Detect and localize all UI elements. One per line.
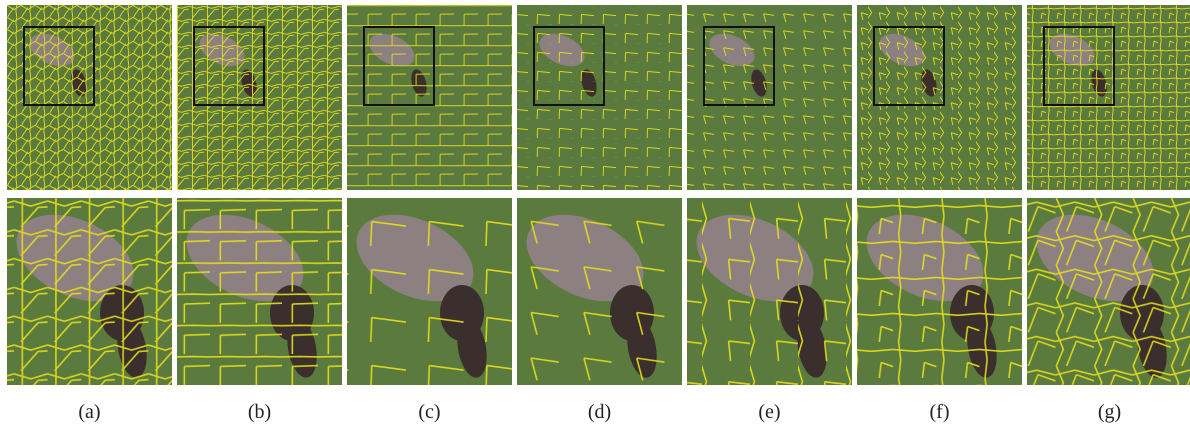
zoom-panel bbox=[173, 197, 342, 385]
subfigure-label: (g) bbox=[1098, 401, 1121, 423]
overview-panel bbox=[7, 5, 172, 190]
superpixel-grid bbox=[687, 5, 852, 190]
overview-panel bbox=[687, 5, 852, 190]
subfigure-label: (d) bbox=[588, 401, 611, 423]
superpixel-grid bbox=[1027, 5, 1190, 190]
superpixel-grid bbox=[177, 5, 342, 190]
subfigure-label: (b) bbox=[248, 401, 271, 423]
zoom-panel bbox=[853, 197, 1022, 385]
superpixel-grid bbox=[177, 198, 342, 385]
subfigure-label: (f) bbox=[930, 401, 950, 423]
superpixel-grid bbox=[517, 198, 682, 385]
superpixel-grid bbox=[857, 5, 1022, 190]
superpixel-grid bbox=[857, 198, 1022, 385]
overview-panel bbox=[857, 5, 1022, 190]
superpixel-grid bbox=[687, 198, 852, 385]
figure: (a) (b) (c) (d) (e) (f) (g) bbox=[0, 0, 1190, 430]
zoom-panel bbox=[1023, 197, 1190, 385]
zoom-panel bbox=[513, 197, 682, 385]
subfigure-label: (e) bbox=[758, 401, 780, 423]
superpixel-grid bbox=[347, 198, 512, 385]
zoom-panel bbox=[343, 197, 512, 385]
subfigure-label: (a) bbox=[78, 401, 100, 423]
superpixel-grid bbox=[517, 5, 682, 190]
subfigure-label: (c) bbox=[418, 401, 440, 423]
zoom-panel bbox=[683, 197, 852, 385]
superpixel-grid bbox=[1027, 198, 1190, 385]
superpixel-grid bbox=[347, 5, 512, 190]
superpixel-grid bbox=[7, 198, 172, 385]
superpixel-grid bbox=[7, 5, 172, 190]
zoom-panel bbox=[3, 197, 172, 385]
overview-panel bbox=[1027, 5, 1190, 190]
page: (a)(b)(c)(d)(e)(f)(g) (() => { const dat… bbox=[0, 0, 1190, 430]
overview-panel bbox=[517, 5, 682, 190]
overview-panel bbox=[177, 5, 342, 190]
overview-panel bbox=[347, 5, 512, 190]
